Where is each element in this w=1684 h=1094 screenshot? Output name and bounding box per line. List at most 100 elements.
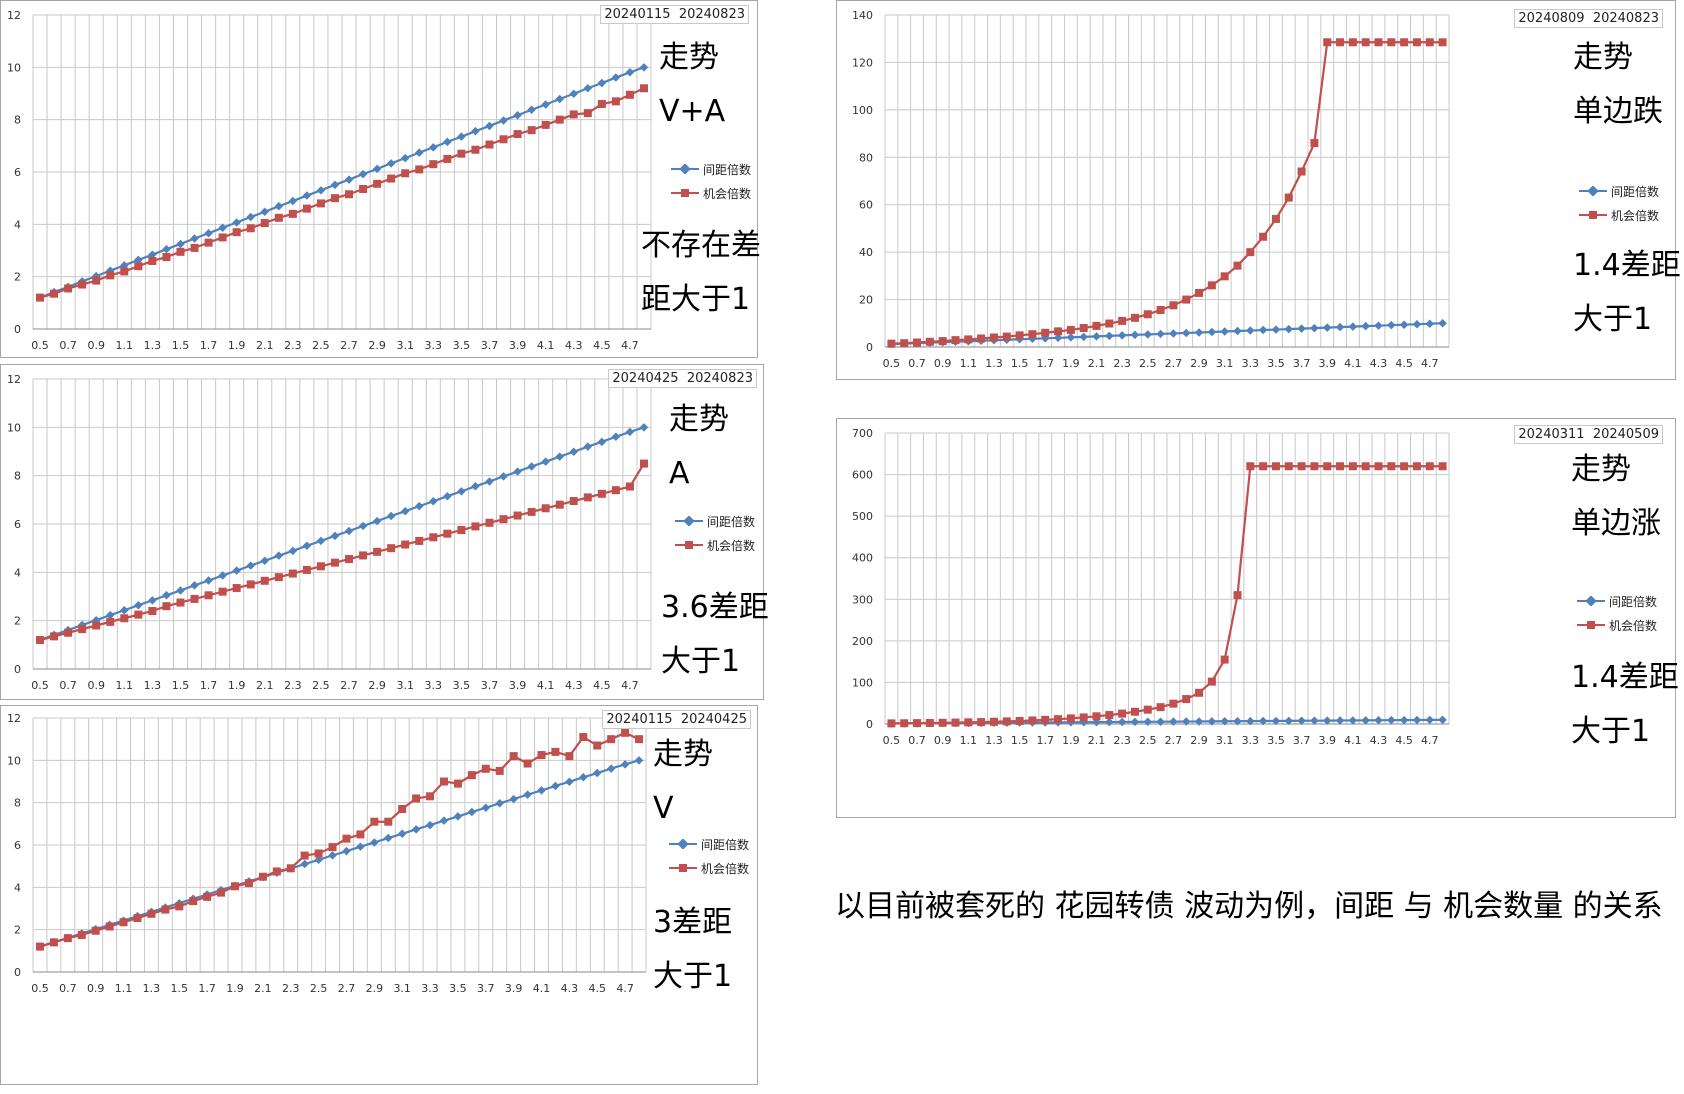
data-point-opportunity bbox=[272, 867, 281, 876]
data-point-opportunity bbox=[1092, 321, 1101, 330]
data-point-opportunity bbox=[1323, 38, 1332, 47]
data-point-opportunity bbox=[92, 276, 101, 285]
x-tick-label: 3.1 bbox=[396, 339, 414, 352]
x-tick-label: 1.3 bbox=[985, 357, 1003, 370]
data-point-spacing bbox=[1207, 327, 1217, 337]
chart-1-note-line: V+A bbox=[659, 94, 726, 129]
data-point-spacing bbox=[1438, 319, 1447, 328]
x-tick-label: 4.1 bbox=[1344, 357, 1362, 370]
x-tick-label: 3.9 bbox=[505, 982, 523, 995]
data-point-spacing bbox=[583, 84, 593, 93]
x-tick-label: 0.7 bbox=[59, 339, 77, 352]
x-tick-label: 1.9 bbox=[228, 339, 246, 352]
x-tick-label: 4.5 bbox=[593, 339, 611, 352]
data-point-opportunity bbox=[401, 169, 410, 178]
data-point-spacing bbox=[232, 218, 241, 227]
chart-5-date-end: 20240509 bbox=[1592, 427, 1659, 442]
data-point-spacing bbox=[246, 212, 255, 222]
x-tick-label: 4.5 bbox=[593, 679, 611, 692]
chart-3-legend: 间距倍数 机会倍数 bbox=[669, 832, 749, 880]
x-tick-label: 1.9 bbox=[226, 982, 244, 995]
data-point-opportunity bbox=[92, 621, 101, 630]
data-point-spacing bbox=[485, 477, 494, 486]
data-point-opportunity bbox=[1297, 462, 1306, 471]
data-point-opportunity bbox=[579, 733, 588, 742]
data-point-spacing bbox=[1348, 322, 1358, 331]
y-tick-label: 8 bbox=[14, 470, 21, 483]
data-point-spacing bbox=[400, 506, 410, 516]
data-point-opportunity bbox=[120, 267, 129, 276]
data-point-spacing bbox=[523, 790, 532, 799]
data-point-spacing bbox=[429, 497, 438, 506]
legend-item-spacing: 间距倍数 bbox=[1577, 589, 1657, 613]
x-tick-label: 1.1 bbox=[960, 734, 978, 747]
data-point-opportunity bbox=[203, 892, 212, 901]
chart-1-dates: 20240115 20240823 bbox=[600, 5, 749, 24]
data-point-spacing bbox=[1374, 716, 1383, 725]
x-tick-label: 3.7 bbox=[1293, 357, 1311, 370]
data-point-spacing bbox=[1246, 716, 1255, 726]
x-tick-label: 2.9 bbox=[368, 339, 386, 352]
data-point-spacing bbox=[314, 855, 323, 865]
data-point-spacing bbox=[274, 202, 284, 211]
x-tick-label: 3.3 bbox=[425, 679, 443, 692]
data-point-opportunity bbox=[1246, 248, 1255, 257]
y-tick-label: 4 bbox=[14, 881, 21, 894]
data-point-opportunity bbox=[471, 522, 480, 531]
data-point-spacing bbox=[1412, 319, 1422, 329]
data-point-spacing bbox=[1399, 320, 1409, 329]
data-point-spacing bbox=[204, 576, 213, 585]
data-point-spacing bbox=[1335, 322, 1345, 332]
x-tick-label: 1.3 bbox=[985, 734, 1003, 747]
data-point-opportunity bbox=[1259, 462, 1268, 471]
chart-2-note-line: A bbox=[669, 456, 690, 491]
x-tick-label: 0.9 bbox=[87, 679, 105, 692]
data-point-opportunity bbox=[133, 914, 142, 923]
data-point-opportunity bbox=[1233, 261, 1242, 270]
x-tick-label: 2.5 bbox=[1139, 357, 1157, 370]
data-point-spacing bbox=[1156, 717, 1165, 726]
data-point-opportunity bbox=[288, 209, 297, 218]
x-tick-label: 1.7 bbox=[1036, 357, 1054, 370]
x-tick-label: 2.7 bbox=[338, 982, 356, 995]
chart-5-note: 走势 单边涨 1.4差距 大于1 bbox=[1571, 443, 1679, 759]
y-tick-label: 4 bbox=[14, 566, 21, 579]
data-point-spacing bbox=[162, 591, 171, 600]
data-point-opportunity bbox=[1028, 330, 1037, 339]
data-point-opportunity bbox=[499, 515, 508, 524]
data-point-opportunity bbox=[190, 243, 199, 252]
data-point-spacing bbox=[527, 105, 536, 114]
data-point-opportunity bbox=[1066, 325, 1075, 334]
data-point-spacing bbox=[579, 773, 588, 782]
x-tick-label: 3.5 bbox=[1267, 357, 1285, 370]
data-point-opportunity bbox=[621, 728, 630, 737]
data-point-spacing bbox=[372, 164, 382, 174]
data-point-opportunity bbox=[597, 489, 606, 498]
data-point-spacing bbox=[148, 596, 157, 605]
y-tick-label: 200 bbox=[852, 635, 873, 648]
data-point-spacing bbox=[190, 234, 199, 243]
data-point-opportunity bbox=[457, 149, 466, 158]
x-tick-label: 3.7 bbox=[1293, 734, 1311, 747]
data-point-opportunity bbox=[1207, 677, 1216, 686]
data-point-opportunity bbox=[555, 115, 564, 124]
y-tick-label: 10 bbox=[7, 754, 21, 767]
data-point-opportunity bbox=[989, 333, 998, 342]
y-tick-label: 0 bbox=[14, 966, 21, 979]
data-point-spacing bbox=[274, 551, 284, 560]
data-point-opportunity bbox=[175, 902, 184, 911]
data-point-opportunity bbox=[314, 849, 323, 858]
chart-2-date-start: 20240425 bbox=[612, 371, 679, 386]
x-tick-label: 1.9 bbox=[228, 679, 246, 692]
data-point-opportunity bbox=[938, 718, 947, 727]
data-point-spacing bbox=[513, 467, 522, 476]
data-point-spacing bbox=[288, 546, 298, 556]
data-point-opportunity bbox=[415, 165, 424, 174]
data-point-opportunity bbox=[1105, 319, 1114, 328]
data-point-opportunity bbox=[78, 625, 87, 634]
x-tick-label: 4.7 bbox=[616, 982, 634, 995]
legend-label-spacing: 间距倍数 bbox=[1609, 594, 1658, 609]
data-point-opportunity bbox=[218, 587, 227, 596]
data-point-spacing bbox=[411, 825, 421, 834]
data-point-spacing bbox=[120, 606, 129, 615]
